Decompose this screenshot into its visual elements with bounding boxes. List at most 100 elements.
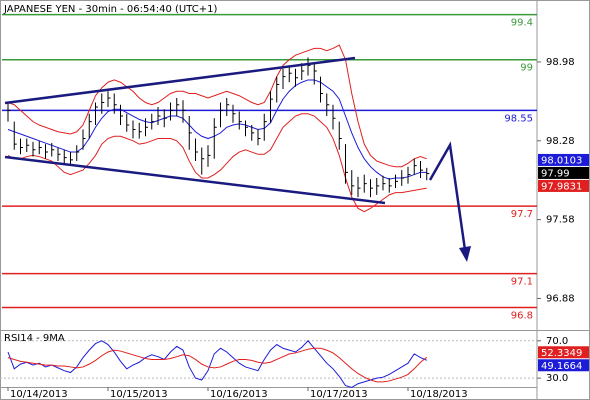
ohlc-bar bbox=[107, 91, 111, 107]
ohlc-bar bbox=[38, 140, 42, 155]
ohlc-bar bbox=[51, 143, 55, 157]
ohlc-bar bbox=[26, 138, 30, 153]
ohlc-bar bbox=[82, 129, 86, 150]
x-tick-label: 10/14/2013 bbox=[10, 389, 68, 400]
last-value-label: 97.99 bbox=[541, 168, 570, 179]
y-tick-label: 98.28 bbox=[546, 136, 575, 147]
ohlc-bar bbox=[320, 76, 323, 103]
ohlc-bar bbox=[238, 111, 242, 130]
ohlc-bar bbox=[145, 118, 148, 137]
ohlc-bar bbox=[76, 145, 80, 162]
ohlc-bar bbox=[395, 174, 398, 189]
ohlc-bar bbox=[251, 125, 255, 141]
ohlc-bar bbox=[88, 113, 92, 139]
ohlc-bar bbox=[126, 113, 130, 132]
ohlc-bar bbox=[357, 176, 361, 198]
x-tick-label: 10/15/2013 bbox=[110, 389, 168, 400]
ohlc-bar bbox=[295, 68, 298, 87]
x-tick-label: 10/17/2013 bbox=[310, 389, 368, 400]
ohlc-bar bbox=[407, 166, 411, 184]
ohlc-bar bbox=[351, 170, 355, 195]
ohlc-bar bbox=[413, 158, 417, 175]
y-tick-label: 97.58 bbox=[546, 215, 575, 226]
ohlc-bar bbox=[257, 129, 261, 146]
ohlc-bar bbox=[63, 149, 67, 164]
last-value-label: 52.3349 bbox=[541, 348, 582, 359]
ohlc-bar bbox=[32, 141, 36, 157]
upper-band bbox=[7, 44, 427, 168]
ohlc-bar bbox=[263, 113, 267, 141]
middle-band bbox=[7, 79, 427, 180]
last-value-box bbox=[538, 359, 589, 372]
ohlc-bar bbox=[20, 138, 23, 155]
last-value-label: 98.0103 bbox=[541, 155, 582, 166]
last-value-box bbox=[538, 153, 589, 166]
ohlc-bar bbox=[307, 57, 311, 76]
ohlc-bar bbox=[213, 118, 217, 159]
ohlc-bar bbox=[345, 144, 348, 184]
level-label: 99.4 bbox=[511, 18, 533, 29]
ohlc-bar bbox=[388, 177, 392, 193]
ohlc-bar bbox=[338, 121, 342, 150]
last-value-box bbox=[538, 346, 589, 359]
ohlc-bar bbox=[113, 93, 117, 114]
series-line bbox=[7, 347, 428, 383]
ohlc-bar bbox=[45, 144, 48, 159]
ohlc-bar bbox=[270, 91, 273, 123]
trendline bbox=[4, 56, 356, 105]
level-label: 97.1 bbox=[511, 277, 533, 288]
ohlc-bar bbox=[313, 61, 317, 85]
ohlc-bar bbox=[245, 120, 248, 137]
ohlc-bar bbox=[276, 76, 280, 103]
ohlc-bar bbox=[176, 97, 180, 117]
x-tick-label: 10/18/2013 bbox=[410, 389, 468, 400]
ohlc-bar bbox=[95, 102, 98, 126]
ohlc-bar bbox=[157, 106, 161, 126]
series-line bbox=[7, 340, 427, 389]
ohlc-bar bbox=[195, 138, 198, 162]
ohlc-bar bbox=[151, 113, 155, 130]
y-tick-label: 70.0 bbox=[546, 336, 568, 347]
ohlc-bar bbox=[170, 102, 173, 121]
ohlc-bar bbox=[363, 174, 367, 193]
ohlc-bar bbox=[182, 100, 186, 123]
ohlc-bar bbox=[401, 170, 405, 186]
ohlc-bar bbox=[226, 97, 230, 117]
last-value-box bbox=[538, 179, 589, 192]
forecast-arrow bbox=[428, 141, 467, 251]
ohlc-bar bbox=[220, 102, 223, 128]
lower-band bbox=[7, 113, 427, 213]
y-tick-label: 30.0 bbox=[546, 373, 568, 384]
ohlc-bar bbox=[232, 104, 236, 123]
ohlc-bar bbox=[13, 121, 17, 150]
ohlc-bar bbox=[120, 104, 123, 126]
ohlc-bar bbox=[326, 93, 330, 117]
marks: 98.98 98.28 97.58 96.88 99.4 99 98.55 97.7 97.1 9… bbox=[0, 13, 589, 400]
ohlc-bar bbox=[370, 179, 373, 198]
chart-title: JAPANESE YEN - 30min - 06:54:40 (UTC+1) bbox=[3, 4, 217, 15]
level-label: 99 bbox=[520, 63, 533, 74]
level-label: 98.55 bbox=[504, 113, 533, 124]
ohlc-bar bbox=[426, 167, 430, 181]
last-value-box bbox=[538, 166, 589, 179]
ohlc-bar bbox=[420, 161, 423, 178]
last-value-label: 97.9831 bbox=[541, 181, 582, 192]
ohlc-bar bbox=[70, 152, 73, 166]
ohlc-bar bbox=[201, 147, 205, 175]
ohlc-bar bbox=[282, 68, 286, 89]
ohlc-bar bbox=[163, 109, 167, 128]
level-label: 96.8 bbox=[511, 310, 533, 321]
panel-title: RSI14 - 9MA bbox=[4, 333, 65, 344]
ohlc-bar bbox=[376, 177, 380, 195]
last-value-label: 49.1664 bbox=[541, 361, 582, 372]
y-tick-label: 96.88 bbox=[546, 293, 575, 304]
ohlc-bar bbox=[332, 104, 336, 130]
ohlc-bar bbox=[207, 145, 211, 167]
ohlc-bar bbox=[382, 175, 386, 191]
arrow-head bbox=[459, 246, 471, 262]
ohlc-bar bbox=[132, 120, 136, 139]
ohlc-bar bbox=[188, 116, 192, 150]
